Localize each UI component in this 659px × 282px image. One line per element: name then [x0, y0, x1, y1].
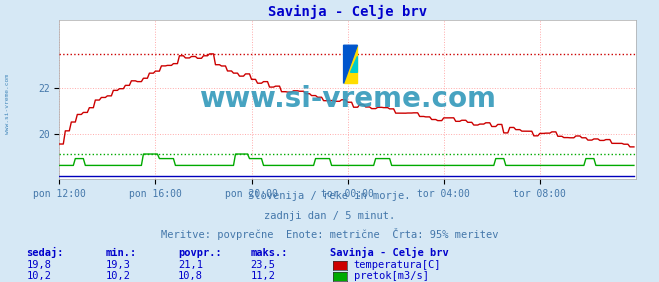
- Text: min.:: min.:: [105, 248, 136, 258]
- Text: Meritve: povprečne  Enote: metrične  Črta: 95% meritev: Meritve: povprečne Enote: metrične Črta:…: [161, 228, 498, 240]
- Text: Savinja - Celje brv: Savinja - Celje brv: [330, 247, 448, 258]
- Text: temperatura[C]: temperatura[C]: [354, 261, 442, 270]
- Text: 19,3: 19,3: [105, 261, 130, 270]
- Text: 23,5: 23,5: [250, 261, 275, 270]
- Text: 19,8: 19,8: [26, 261, 51, 270]
- Title: Savinja - Celje brv: Savinja - Celje brv: [268, 5, 427, 19]
- Text: sedaj:: sedaj:: [26, 247, 64, 258]
- Text: povpr.:: povpr.:: [178, 248, 221, 258]
- Text: maks.:: maks.:: [250, 248, 288, 258]
- Text: 21,1: 21,1: [178, 261, 203, 270]
- Text: zadnji dan / 5 minut.: zadnji dan / 5 minut.: [264, 211, 395, 221]
- Text: 10,2: 10,2: [26, 271, 51, 281]
- Text: www.si-vreme.com: www.si-vreme.com: [199, 85, 496, 113]
- Text: 10,2: 10,2: [105, 271, 130, 281]
- Polygon shape: [343, 45, 357, 83]
- Text: pretok[m3/s]: pretok[m3/s]: [354, 271, 429, 281]
- Text: 11,2: 11,2: [250, 271, 275, 281]
- Text: Slovenija / reke in morje.: Slovenija / reke in morje.: [248, 191, 411, 201]
- Polygon shape: [351, 56, 357, 72]
- Text: www.si-vreme.com: www.si-vreme.com: [5, 74, 11, 134]
- Text: 10,8: 10,8: [178, 271, 203, 281]
- Polygon shape: [343, 45, 357, 83]
